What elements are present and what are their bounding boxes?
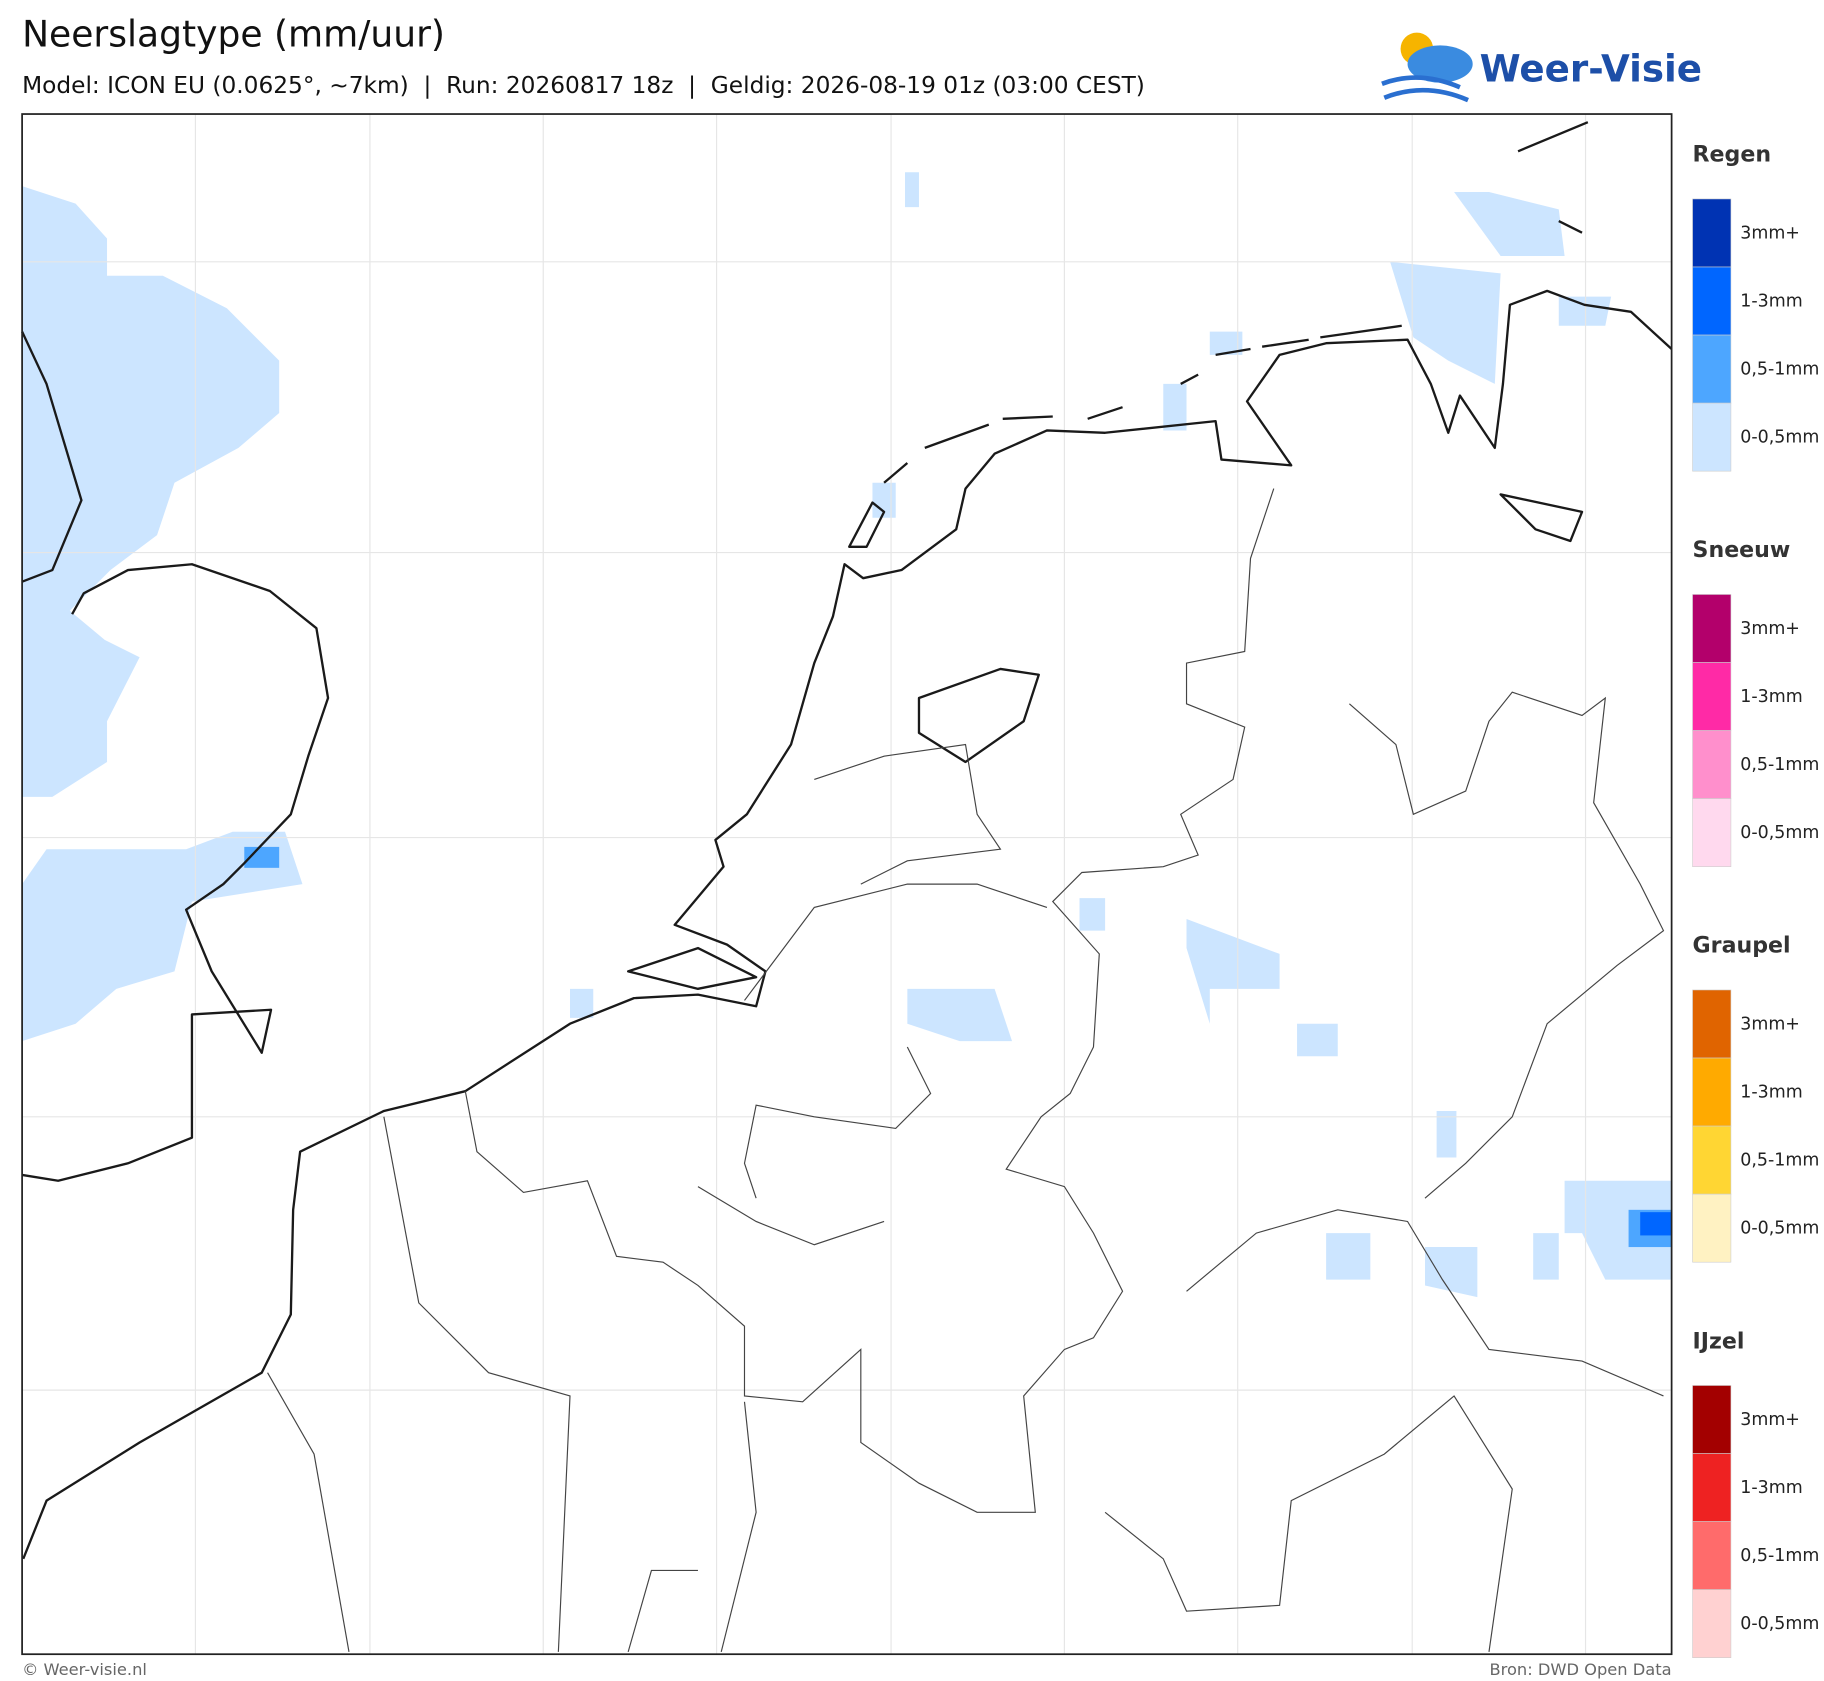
legend-swatch	[1692, 662, 1732, 731]
legend-swatch	[1692, 798, 1732, 867]
legend-label: 0,5-1mm	[1740, 755, 1819, 775]
legend-label: 0,5-1mm	[1740, 1546, 1819, 1566]
borders	[267, 488, 1665, 1653]
legend-swatch	[1692, 1453, 1732, 1522]
legend-label: 3mm+	[1740, 619, 1800, 639]
region-border	[267, 691, 1665, 1653]
legend-label: 1-3mm	[1740, 687, 1802, 707]
coastlines	[21, 121, 1673, 1560]
legend-swatch	[1692, 334, 1732, 404]
legend-label: 0-0,5mm	[1740, 823, 1819, 843]
legend-label: 0,5-1mm	[1740, 1151, 1819, 1171]
coastline	[627, 121, 1589, 990]
legend-swatch	[1692, 594, 1732, 663]
rain-areas	[22, 172, 1672, 1298]
legend-swatch	[1692, 402, 1732, 472]
legend-label: 1-3mm	[1740, 292, 1802, 312]
legend-swatch	[1692, 1385, 1732, 1454]
rain-cell	[244, 846, 280, 868]
rain-cell	[1640, 1212, 1672, 1236]
rain-area	[22, 831, 303, 1042]
legend-swatch	[1692, 266, 1732, 336]
logo: Weer-Visie	[1381, 32, 1702, 103]
legend-label: 3mm+	[1740, 224, 1800, 244]
legend-label: 3mm+	[1740, 1015, 1800, 1035]
logo-waves	[1381, 75, 1469, 103]
legend-label: 3mm+	[1740, 1410, 1800, 1430]
legend-swatch	[1692, 1193, 1732, 1263]
legend-label: 1-3mm	[1740, 1478, 1802, 1498]
legend-label: 0,5-1mm	[1740, 360, 1819, 380]
logo-cloud	[1407, 45, 1473, 83]
legend-swatch	[1692, 989, 1732, 1059]
rain-area	[1390, 191, 1612, 384]
graticule	[22, 114, 1672, 1655]
rain-area	[1564, 1180, 1672, 1280]
legend-title: Sneeuw	[1693, 537, 1791, 563]
legend-swatch	[1692, 730, 1732, 799]
legend-swatch	[1692, 198, 1732, 268]
legend-label: 0-0,5mm	[1740, 1219, 1819, 1239]
legend-swatch	[1692, 1057, 1732, 1127]
subtitle: Model: ICON EU (0.0625°, ~7km) | Run: 20…	[22, 72, 1145, 99]
map	[21, 113, 1673, 1656]
country-border	[464, 488, 1275, 1513]
coastline	[22, 289, 1673, 1560]
map-frame	[21, 113, 1673, 1656]
legend-swatch	[1692, 1125, 1732, 1195]
rain-area	[907, 988, 1013, 1042]
coastline	[21, 331, 330, 1182]
legend-label: 0-0,5mm	[1740, 428, 1819, 448]
legend-title: Regen	[1693, 142, 1772, 168]
legend-title: IJzel	[1693, 1328, 1745, 1354]
title: Neerslagtype (mm/uur)	[22, 14, 445, 56]
footer-right: Bron: DWD Open Data	[1489, 1660, 1671, 1679]
legend-label: 0-0,5mm	[1740, 1614, 1819, 1634]
legend-swatch	[1692, 1521, 1732, 1590]
legend: Regen 3mm+ 1-3mm 0,5-1mm 0-0,5mm Sneeuw 3mm+ 1-…	[1692, 142, 1819, 1658]
legend-label: 1-3mm	[1740, 1083, 1802, 1103]
legend-swatch	[1692, 1589, 1732, 1658]
footer-left: © Weer-visie.nl	[22, 1660, 147, 1679]
rain-area	[22, 186, 280, 797]
logo-text: Weer-Visie	[1480, 46, 1702, 90]
legend-title: Graupel	[1693, 933, 1791, 959]
